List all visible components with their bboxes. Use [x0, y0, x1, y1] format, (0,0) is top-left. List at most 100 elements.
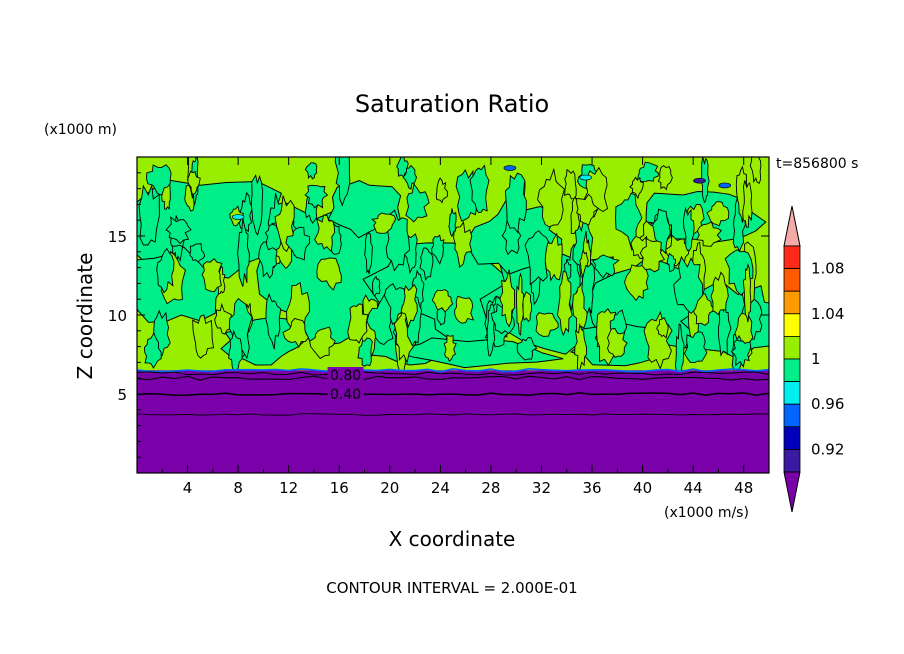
x-tick-label: 4	[183, 479, 193, 497]
x-tick-label: 32	[532, 479, 551, 497]
colorbar-box	[783, 358, 801, 383]
x-tick-label: 44	[684, 479, 703, 497]
filament	[524, 230, 552, 286]
contour-label-bg	[327, 367, 364, 382]
filament	[516, 337, 538, 361]
contour-interval-footer: CONTOUR INTERVAL = 2.000E-01	[326, 579, 577, 597]
x-tick-label: 12	[279, 479, 298, 497]
pocket	[693, 177, 706, 184]
filament	[730, 339, 752, 369]
filament	[581, 262, 596, 314]
pocket	[503, 165, 517, 171]
filament	[516, 272, 525, 336]
filament	[165, 216, 192, 245]
time-label: t=856800 s	[776, 156, 858, 172]
filament	[499, 269, 516, 328]
x-unit-label: (x1000 m/s)	[664, 505, 749, 521]
pocket	[718, 182, 732, 189]
plot-area: 0.80 0.40	[137, 157, 769, 473]
x-axis-label: X coordinate	[389, 527, 516, 551]
colorbar-label: 0.92	[811, 440, 844, 458]
dry-contour	[137, 371, 769, 376]
contour-label: 0.80	[330, 368, 361, 384]
colorbar-label: 0.96	[811, 395, 844, 413]
filament	[156, 247, 175, 294]
y-tick-label: 10	[108, 307, 127, 325]
filament	[228, 329, 243, 374]
filament	[683, 331, 708, 364]
filament	[673, 255, 704, 315]
filament	[405, 182, 430, 223]
dry-contour	[137, 367, 769, 373]
filament	[557, 270, 573, 337]
filament	[742, 180, 753, 228]
pocket	[579, 174, 593, 181]
x-tick-label: 28	[481, 479, 500, 497]
x-tick-label: 48	[734, 479, 753, 497]
filament	[544, 232, 563, 282]
filament	[469, 164, 490, 213]
colorbar-box	[783, 245, 801, 270]
filament	[435, 177, 448, 204]
filament	[285, 226, 311, 261]
y-axis-label: Z coordinate	[73, 253, 97, 380]
colorbar-box	[783, 381, 801, 405]
filament	[214, 302, 232, 335]
filament	[629, 176, 645, 200]
filament	[696, 221, 722, 247]
filament	[334, 157, 351, 207]
filament	[535, 312, 559, 337]
filament	[357, 337, 373, 367]
filament	[237, 218, 250, 287]
x-tick-label: 8	[233, 479, 243, 497]
colorbar-label: 1	[811, 350, 821, 368]
filament	[710, 271, 729, 316]
filament	[364, 232, 373, 275]
colorbar-box	[783, 313, 801, 337]
filament	[192, 314, 215, 359]
filament	[372, 275, 381, 297]
filament	[146, 164, 172, 196]
filament	[443, 334, 457, 362]
filament	[396, 157, 409, 178]
filament	[371, 212, 397, 234]
filament	[576, 193, 600, 226]
filament	[282, 317, 309, 348]
filament	[304, 162, 318, 180]
filament	[749, 157, 762, 184]
dry-layer	[137, 370, 769, 473]
x-axis-ticks: 4 8 12 16 20 24 28 32 36 40 44 48	[161, 157, 753, 497]
filament	[453, 221, 473, 268]
filament	[636, 161, 659, 182]
filament	[574, 322, 588, 372]
contour-labels: 0.80 0.40	[327, 367, 364, 403]
filament	[316, 257, 342, 291]
filament	[366, 294, 394, 346]
colorbar-top-arrow	[783, 205, 801, 247]
filament	[742, 263, 752, 323]
filament	[431, 289, 454, 313]
filament	[144, 332, 162, 369]
filament	[537, 167, 565, 228]
colorbar-box	[783, 290, 801, 315]
colorbar-box	[783, 403, 801, 428]
filament	[431, 234, 445, 265]
dry-contour	[137, 413, 769, 416]
filament	[657, 165, 673, 191]
filament	[314, 214, 336, 253]
colorbar-label: 1.08	[811, 260, 844, 278]
filament	[666, 252, 677, 272]
contour-lines	[138, 157, 763, 383]
filament	[138, 184, 160, 246]
filament	[607, 328, 628, 358]
x-tick-label: 36	[582, 479, 601, 497]
x-tick-label: 16	[330, 479, 349, 497]
y-tick-label: 5	[117, 386, 127, 404]
filament	[250, 174, 264, 236]
filament	[402, 164, 417, 190]
dry-contour	[137, 392, 769, 396]
colorbar-box	[783, 268, 801, 292]
colorbar-box	[783, 448, 801, 473]
filament	[656, 317, 669, 339]
